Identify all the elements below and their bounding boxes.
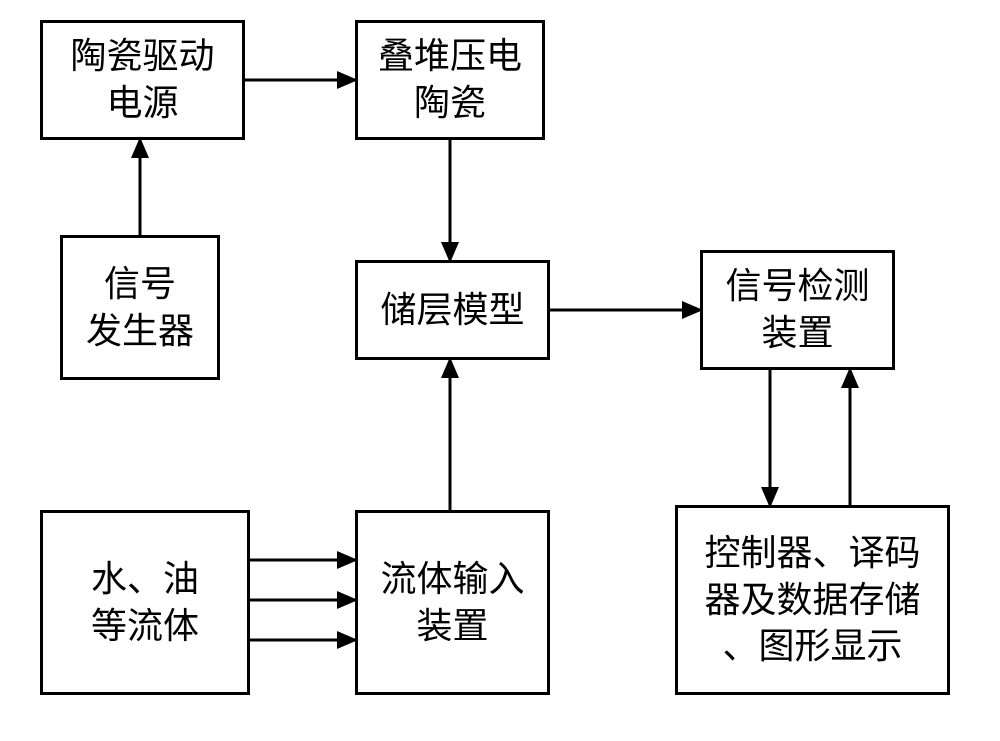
- node-label: 控制器、译码器及数据存储、图形显示: [700, 526, 924, 674]
- node-label: 叠堆压电陶瓷: [374, 29, 526, 131]
- node-label: 信号检测装置: [721, 259, 873, 361]
- node-label: 陶瓷驱动电源: [66, 29, 218, 131]
- node-fluids: 水、油等流体: [40, 510, 250, 695]
- node-signal-detect: 信号检测装置: [700, 250, 895, 370]
- node-ceramic-power: 陶瓷驱动电源: [40, 20, 245, 140]
- node-signal-gen: 信号发生器: [60, 235, 220, 380]
- node-controller: 控制器、译码器及数据存储、图形显示: [675, 505, 950, 695]
- node-label: 流体输入装置: [376, 552, 528, 654]
- node-label: 水、油等流体: [87, 552, 203, 654]
- flowchart-canvas: 陶瓷驱动电源 叠堆压电陶瓷 信号发生器 储层模型 信号检测装置 水、油等流体 流…: [0, 0, 1000, 741]
- node-label: 储层模型: [376, 283, 528, 338]
- node-reservoir: 储层模型: [355, 260, 550, 360]
- node-stack-piezo: 叠堆压电陶瓷: [355, 20, 545, 140]
- node-fluid-input: 流体输入装置: [355, 510, 550, 695]
- node-label: 信号发生器: [82, 257, 198, 359]
